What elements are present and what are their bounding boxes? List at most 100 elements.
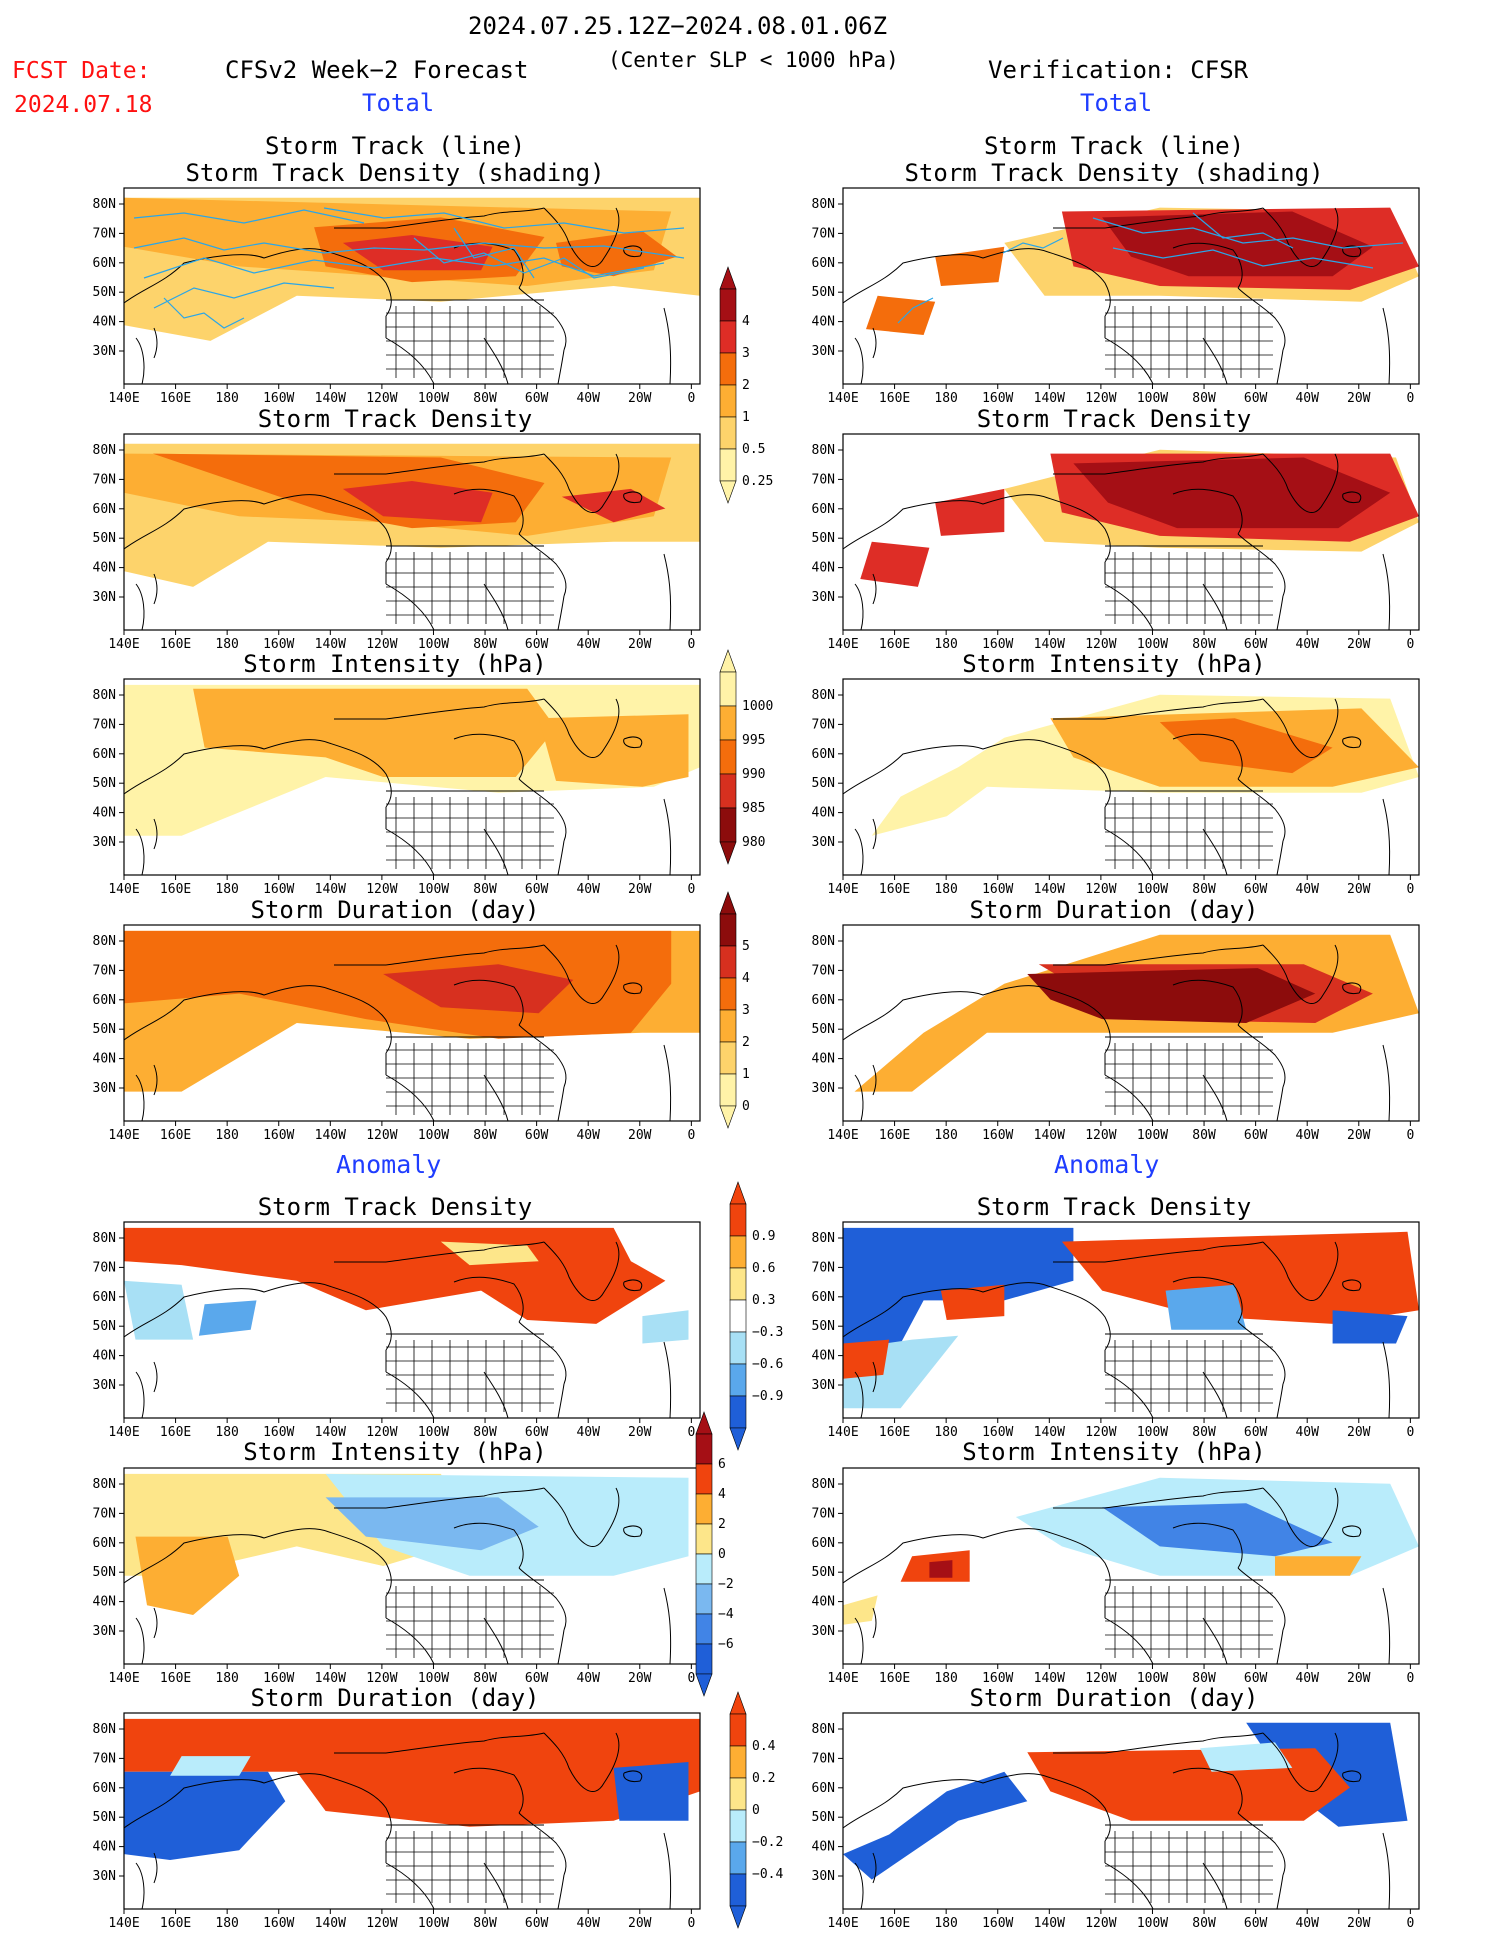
shaded-region (124, 1280, 194, 1340)
coastline (543, 1732, 620, 1792)
lat-tick-label: 80N (93, 1722, 116, 1737)
map-svg: 80N 70N 60N 50N 40N 30N 140E 160E 180 160W 140W 120… (812, 1467, 1420, 1686)
coastline (1172, 488, 1243, 535)
title-density-left: Storm Track Density (257, 405, 533, 433)
lon-tick-label: 100W (1137, 391, 1168, 406)
colorbar-label: 0.4 (752, 1739, 776, 1754)
lat-tick-label: 80N (93, 1231, 116, 1246)
lon-tick-label: 0 (1406, 1916, 1414, 1931)
coastline (153, 818, 158, 850)
lon-tick-label: 0 (1406, 1671, 1414, 1686)
state-borders (1105, 1036, 1273, 1115)
coastline (453, 733, 524, 780)
colorbar-swatch (695, 1493, 713, 1525)
colorbar-swatch (719, 807, 737, 843)
left-column-title: CFSv2 Week−2 Forecast (225, 56, 529, 84)
state-borders (386, 790, 554, 869)
lon-tick-label: 100W (418, 1128, 449, 1143)
coastline (557, 1874, 565, 1910)
lat-tick-label: 60N (812, 256, 835, 271)
colorbar-svg: 4 3 2 1 0.5 0.25 (719, 266, 773, 504)
lon-tick-label: 0 (687, 637, 695, 652)
title-anom-intensity-left: Storm Intensity (hPa) (243, 1438, 547, 1466)
shaded-region (940, 1284, 1005, 1320)
coastline (123, 739, 330, 795)
lon-tick-label: 160W (263, 391, 294, 406)
coastline (663, 553, 672, 631)
map-svg: 80N 70N 60N 50N 40N 30N 140E 160E 180 160W 140W 120… (812, 924, 1420, 1143)
lon-tick-label: 80W (473, 1128, 497, 1143)
coastline (328, 1285, 392, 1351)
lon-tick-label: 0 (1406, 882, 1414, 897)
coastline (872, 1852, 877, 1884)
shaded-region (325, 1497, 539, 1551)
colorbar-label: 0.6 (752, 1261, 775, 1276)
lon-tick-label: 0 (687, 1671, 695, 1686)
coastline (854, 1371, 864, 1419)
lon-tick-label: 160W (263, 882, 294, 897)
map-anom-density-forecast: 80N 70N 60N 50N 40N 30N 140E 160E 180 160W 140W 120… (86, 1220, 706, 1446)
coastline (385, 453, 545, 475)
lon-tick-label: 0 (1406, 1425, 1414, 1440)
lat-tick-label: 50N (93, 285, 116, 300)
lat-tick-label: 60N (812, 1536, 835, 1551)
coastline (153, 1607, 158, 1639)
lat-tick-label: 40N (93, 1595, 116, 1610)
colorbar-swatch (719, 945, 737, 979)
coastline (453, 979, 524, 1026)
lon-tick-label: 180 (934, 637, 957, 652)
colorbar-swatch (719, 448, 737, 482)
lat-tick-label: 40N (93, 1052, 116, 1067)
lat-tick-label: 30N (93, 1378, 116, 1393)
colorbar-swatch (695, 1583, 713, 1615)
coastline (1104, 944, 1264, 966)
coastline (842, 494, 1049, 550)
lat-tick-label: 70N (93, 472, 116, 487)
coastline (1342, 1279, 1362, 1291)
colorbar-label: 0 (752, 1803, 760, 1818)
lat-tick-label: 30N (93, 1624, 116, 1639)
colorbar-swatch (719, 773, 737, 809)
shaded-region (440, 1241, 539, 1266)
lon-tick-label: 160W (263, 637, 294, 652)
coastline (453, 1522, 524, 1569)
lon-tick-label: 120W (1085, 1425, 1116, 1440)
lat-tick-label: 50N (812, 531, 835, 546)
coastline (518, 533, 567, 597)
lon-tick-label: 80W (1192, 1916, 1216, 1931)
lon-tick-label: 140E (827, 391, 858, 406)
coastline (1202, 828, 1228, 876)
coastline (1262, 944, 1339, 1004)
colorbar-svg: 6 4 2 0 −2 −4 −6 (695, 1411, 734, 1697)
lon-tick-label: 160W (982, 1671, 1013, 1686)
colorbar-label: 995 (742, 733, 765, 748)
colorbar-swatch (719, 1073, 737, 1107)
shaded-region (124, 1771, 286, 1860)
lat-tick-label: 40N (93, 1349, 116, 1364)
colorbar-swatch (719, 671, 737, 707)
lon-tick-label: 80W (473, 1916, 497, 1931)
lon-tick-label: 100W (418, 1916, 449, 1931)
state-borders (1105, 1579, 1273, 1658)
coastline (153, 1064, 158, 1096)
storm-track-line (133, 209, 365, 224)
lon-tick-label: 140E (108, 1128, 139, 1143)
colorbar-duration: 5 4 3 2 1 0 (718, 890, 788, 1134)
coastline (663, 798, 672, 876)
coastline (623, 982, 643, 994)
lat-tick-label: 70N (93, 963, 116, 978)
colorbar-label: 0.5 (742, 442, 765, 457)
lat-tick-label: 60N (812, 993, 835, 1008)
lon-tick-label: 120W (366, 882, 397, 897)
coastline (1237, 1024, 1286, 1088)
lat-tick-label: 50N (93, 1565, 116, 1580)
coastline (1104, 1732, 1264, 1754)
lon-tick-label: 160E (879, 1425, 910, 1440)
coastline (842, 1773, 1049, 1829)
lon-tick-label: 100W (1137, 1128, 1168, 1143)
lon-tick-label: 140W (1034, 637, 1065, 652)
coastline (543, 944, 620, 1004)
coastline (1342, 1525, 1362, 1537)
lon-tick-label: 60W (525, 1425, 549, 1440)
lon-tick-label: 120W (366, 1916, 397, 1931)
